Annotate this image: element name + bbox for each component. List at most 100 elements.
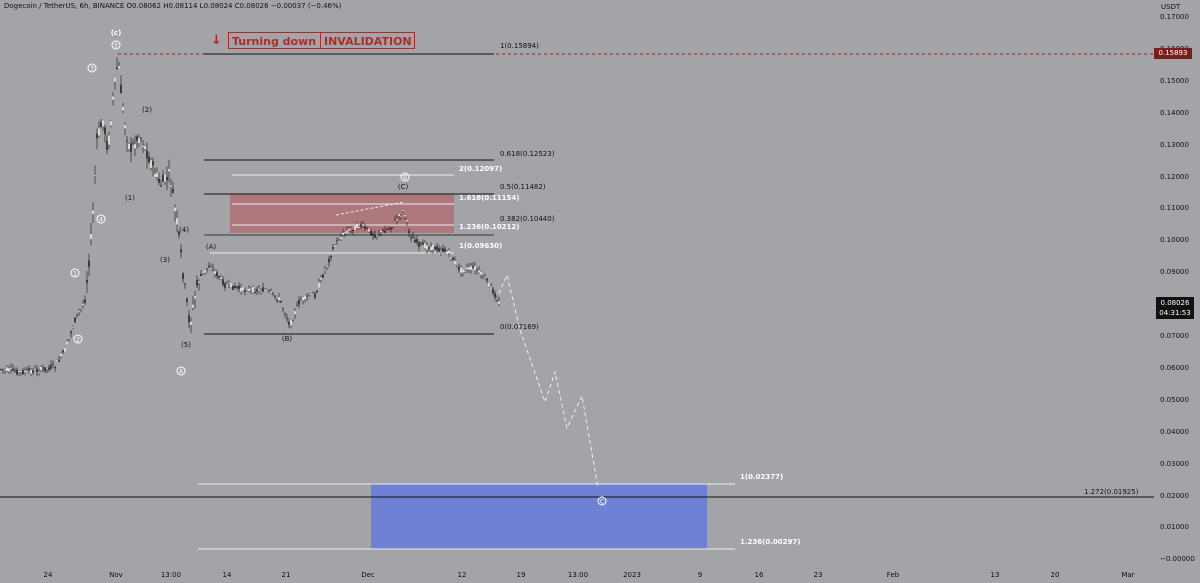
candle-body <box>164 174 166 182</box>
candle-body <box>356 223 358 229</box>
candle-body <box>244 290 246 292</box>
projected-path <box>495 273 599 489</box>
wave-5-circle: 5 <box>111 40 121 50</box>
symbol-header: Dogecoin / TetherUS, 6h, BINANCE O0.0806… <box>4 2 341 10</box>
fib-label-ext1: 1(0.09630) <box>459 242 503 250</box>
ohlc-values: O0.08062 H0.08114 L0.08024 C0.08026 −0.0… <box>126 2 342 10</box>
candle-body <box>392 224 394 227</box>
candle-body <box>214 271 216 274</box>
candle-body <box>126 140 128 142</box>
candle-body <box>146 150 148 159</box>
candle-body <box>108 135 110 145</box>
candle-body <box>402 209 404 212</box>
candle-body <box>44 367 46 372</box>
candle-body <box>120 84 122 94</box>
candle-body <box>362 224 364 226</box>
candle-body <box>466 267 468 270</box>
candle-body <box>92 210 94 215</box>
candle-body <box>258 288 260 291</box>
symbol-name: Dogecoin / TetherUS, 6h, BINANCE <box>4 2 125 10</box>
candle-body <box>194 295 196 299</box>
candle-body <box>242 286 244 291</box>
candle-body <box>140 138 142 140</box>
candle-body <box>192 304 194 308</box>
wave-B-circle: B <box>400 172 410 182</box>
candle-body <box>424 243 426 249</box>
candle-body <box>274 295 276 297</box>
bar-countdown: 04:31:53 <box>1159 309 1191 317</box>
candle-body <box>130 143 132 152</box>
candle-body <box>488 282 490 287</box>
candle-body <box>184 284 186 286</box>
candle-body <box>182 273 184 280</box>
fib-ext-lines <box>198 174 735 550</box>
candle-body <box>170 185 172 187</box>
time-tick: 13:00 <box>567 571 589 579</box>
candle-body <box>286 317 288 320</box>
candle-body <box>50 364 52 369</box>
candle-body <box>260 291 262 293</box>
candle-body <box>290 319 292 326</box>
candle-body <box>104 127 106 135</box>
candle-body <box>76 314 78 315</box>
candle-body <box>80 307 82 309</box>
price-tick: 0.06000 <box>1160 363 1189 372</box>
time-tick: 9 <box>697 571 703 579</box>
candle-body <box>64 347 66 352</box>
target-label-1236: 1.236(0.00297) <box>740 538 801 546</box>
candle-body <box>8 368 10 372</box>
candle-body <box>172 188 174 193</box>
candle-body <box>26 369 28 370</box>
candle-body <box>24 370 26 373</box>
wave-pC-label: (C) <box>397 183 409 191</box>
candle-body <box>94 175 96 177</box>
candle-body <box>262 287 264 292</box>
candle-body <box>438 248 440 252</box>
candle-body <box>366 228 368 229</box>
candle-body <box>484 277 486 279</box>
candle-body <box>114 77 116 82</box>
candle-body <box>226 284 228 287</box>
candle-body <box>304 295 306 300</box>
candle-body <box>210 268 212 270</box>
candle-body <box>450 258 452 260</box>
candle-body <box>312 294 314 296</box>
candle-body <box>380 230 382 233</box>
candle-body <box>292 320 294 322</box>
candle-body <box>422 242 424 245</box>
candle-body <box>18 370 20 373</box>
candle-body <box>338 241 340 243</box>
candle-body <box>54 366 56 369</box>
candle-body <box>282 308 284 310</box>
candle-body <box>256 289 258 292</box>
candle-body <box>42 367 44 369</box>
candle-body <box>112 96 114 100</box>
candle-body <box>96 133 98 139</box>
fib-label-0618: 0.618(0.12523) <box>500 150 555 158</box>
candle-body <box>220 277 222 279</box>
candle-body <box>306 295 308 297</box>
candle-body <box>132 142 134 144</box>
candle-body <box>162 175 164 182</box>
wave-p4-label: (4) <box>179 226 189 234</box>
candle-body <box>294 311 296 315</box>
candle-body <box>88 260 90 267</box>
price-tick: 0.07000 <box>1160 332 1189 340</box>
candle-body <box>426 245 428 250</box>
time-tick: 23 <box>813 571 823 579</box>
time-tick: 12 <box>457 571 467 579</box>
candle-body <box>390 227 392 230</box>
candle-body <box>82 303 84 305</box>
candle-body <box>48 367 50 370</box>
candle-body <box>60 353 62 357</box>
candle-body <box>236 286 238 288</box>
turning-down-label: Turning down <box>228 32 321 49</box>
candle-body <box>52 363 54 365</box>
time-tick: 13:00 <box>160 571 182 579</box>
candle-body <box>458 267 460 271</box>
candle-body <box>412 236 414 239</box>
candlestick-series <box>0 57 500 377</box>
candle-body <box>98 128 100 136</box>
